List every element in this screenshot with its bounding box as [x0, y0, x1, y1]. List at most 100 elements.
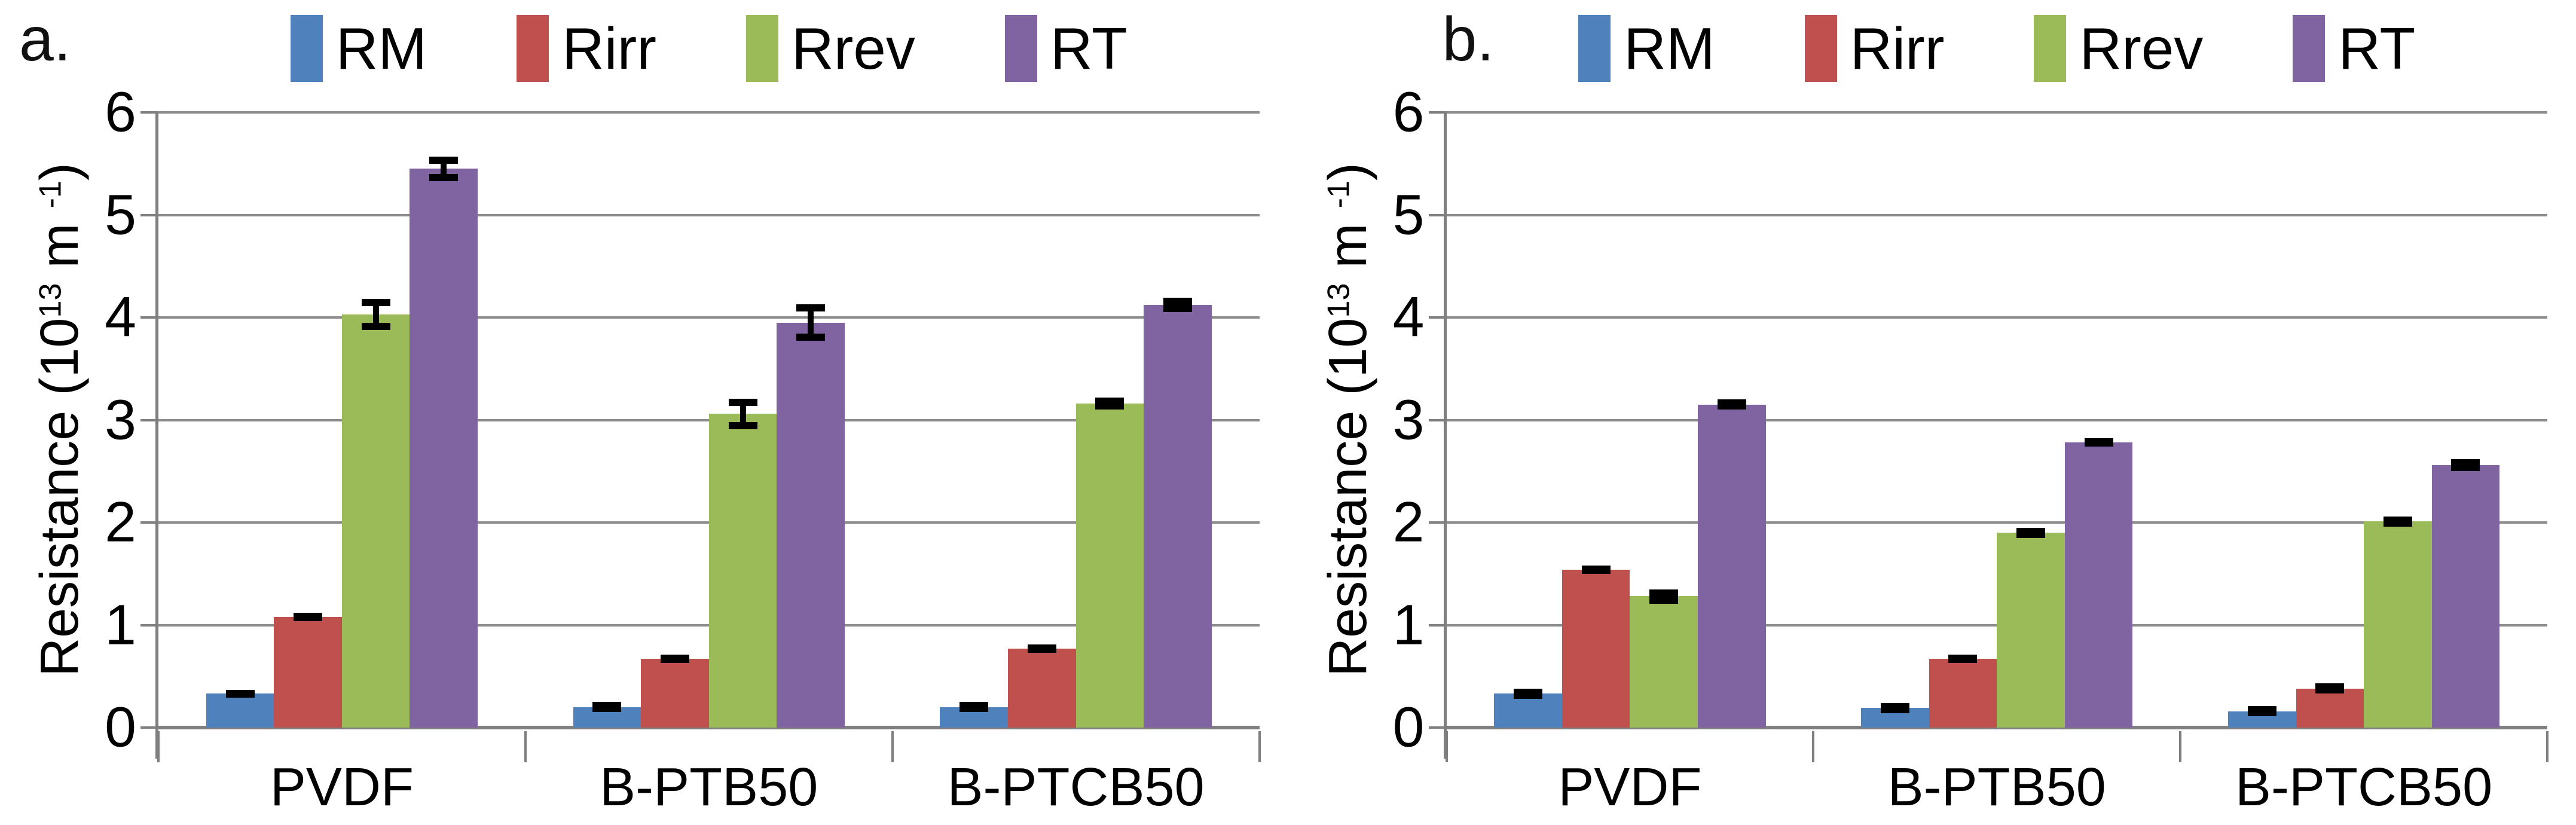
- legend-swatch-Rirr: [1804, 15, 1837, 82]
- y-tick-label-3: 3: [1392, 388, 1425, 451]
- bar-group-PVDF: [158, 112, 525, 728]
- legend-item-RM: RM: [290, 15, 427, 82]
- y-tick-mark-0: [1428, 726, 1444, 729]
- x-axis-labels: PVDF B-PTB50 B-PTCB50: [1447, 760, 2548, 814]
- bar-Rrev-PVDF: [341, 314, 410, 728]
- legend-swatch-Rirr: [517, 15, 549, 82]
- legend-swatch-Rrev: [745, 15, 778, 82]
- y-tick-label-6: 6: [105, 80, 136, 144]
- bar-slot-RT-B-PTB50: [777, 112, 845, 728]
- error-bar-RT-B-PTB50: [796, 304, 826, 341]
- error-bar-Rirr-B-PTCB50: [1027, 644, 1056, 653]
- error-bar-RM-B-PTCB50: [2247, 706, 2276, 716]
- x-category-label-B-PTCB50: B-PTCB50: [2235, 757, 2493, 817]
- legend-item-RM: RM: [1578, 15, 1715, 82]
- bar-RT-B-PTB50: [777, 322, 845, 728]
- error-bar-stem: [441, 156, 447, 181]
- error-bar-RT-B-PTB50: [2084, 438, 2113, 447]
- bar-cluster-PVDF: [1494, 112, 1766, 728]
- legend-label-Rirr: Rirr: [562, 16, 656, 81]
- error-bar-stem: [1960, 655, 1966, 663]
- bar-group-B-PTCB50: [893, 112, 1260, 728]
- bar-Rrev-B-PTCB50: [2364, 521, 2432, 728]
- y-tick-mark-1: [140, 624, 155, 627]
- bar-slot-RT-B-PTB50: [2064, 112, 2133, 728]
- legend-swatch-RM: [290, 15, 323, 82]
- bar-slot-Rrev-PVDF: [1630, 112, 1698, 728]
- error-bar-stem: [237, 690, 243, 697]
- legend-label-RM: RM: [1624, 16, 1715, 81]
- error-bar-stem: [2462, 459, 2469, 472]
- error-bar-RM-B-PTCB50: [959, 702, 989, 713]
- bar-slot-RT-PVDF: [410, 112, 478, 728]
- y-tick-mark-2: [140, 521, 155, 524]
- y-tick-mark-3: [1428, 418, 1444, 421]
- error-bar-RT-B-PTCB50: [1163, 298, 1192, 313]
- bar-group-B-PTB50: [1813, 112, 2180, 728]
- error-bar-RM-B-PTB50: [1880, 702, 1909, 713]
- bar-slot-Rrev-B-PTB50: [708, 112, 777, 728]
- error-bar-stem: [2028, 527, 2034, 538]
- error-bar-stem: [1174, 298, 1181, 313]
- error-bar-RM-PVDF: [1514, 688, 1543, 699]
- x-tick-mark-2: [891, 731, 894, 762]
- error-bar-RT-B-PTCB50: [2451, 459, 2480, 472]
- error-bar-stem: [305, 612, 311, 621]
- x-axis-labels: PVDF B-PTB50 B-PTCB50: [158, 760, 1260, 814]
- bar-Rrev-PVDF: [1630, 596, 1698, 728]
- plot-area: [1428, 111, 2549, 762]
- bar-Rirr-B-PTCB50: [2296, 688, 2364, 728]
- bar-slot-Rirr-B-PTB50: [641, 112, 709, 728]
- error-bar-RM-PVDF: [225, 689, 255, 698]
- bar-slot-RT-B-PTCB50: [1144, 112, 1212, 728]
- bar-RT-B-PTB50: [2064, 442, 2133, 728]
- error-bar-RM-B-PTB50: [592, 702, 622, 713]
- bar-slot-RT-PVDF: [1697, 112, 1766, 728]
- legend: RM Rirr Rrev RT: [158, 10, 1260, 87]
- error-bar-stem: [372, 299, 379, 330]
- y-tick-label-0: 0: [1392, 695, 1425, 759]
- gridline-4: [158, 316, 1260, 319]
- bar-Rirr-B-PTB50: [641, 659, 709, 728]
- y-tick-mark-0: [140, 726, 155, 729]
- x-tick-mark-3: [1258, 731, 1261, 762]
- y-tick-label-3: 3: [105, 388, 136, 451]
- x-tick-mark-0: [157, 731, 160, 762]
- bar-RT-B-PTCB50: [1144, 305, 1212, 728]
- bar-Rrev-B-PTCB50: [1075, 404, 1144, 728]
- x-tick-mark-2: [2179, 731, 2182, 762]
- y-tick-mark-5: [140, 213, 155, 216]
- error-bar-stem: [2327, 686, 2333, 691]
- bar-slot-Rrev-B-PTCB50: [1075, 112, 1144, 728]
- legend-label-Rrev: Rrev: [2079, 16, 2204, 81]
- x-axis-line: [155, 726, 1260, 729]
- y-tick-mark-6: [140, 111, 155, 114]
- legend-item-Rrev: Rrev: [2034, 15, 2203, 82]
- legend: RM Rirr Rrev RT: [1447, 10, 2548, 87]
- y-tick-mark-1: [1428, 624, 1444, 627]
- error-bar-stem: [1593, 566, 1599, 573]
- y-tick-label-4: 4: [1392, 285, 1425, 349]
- error-bar-Rrev-B-PTB50: [2016, 527, 2046, 538]
- error-bar-stem: [1728, 399, 1735, 410]
- bar-group-B-PTB50: [525, 112, 893, 728]
- error-bar-Rrev-B-PTCB50: [2383, 516, 2412, 527]
- y-tick-label-2: 2: [1392, 490, 1425, 554]
- error-bar-stem: [2394, 516, 2401, 527]
- error-bar-stem: [1891, 706, 1898, 710]
- error-bar-stem: [604, 705, 610, 710]
- panel-a-label: a.: [19, 5, 71, 74]
- bar-slot-RM-PVDF: [206, 112, 274, 728]
- legend-item-Rirr: Rirr: [517, 15, 656, 82]
- bar-Rirr-B-PTB50: [1929, 659, 1997, 728]
- bar-Rirr-B-PTCB50: [1008, 648, 1076, 728]
- gridline-6: [1446, 111, 2547, 114]
- bar-Rrev-B-PTB50: [708, 414, 777, 728]
- error-bar-stem: [1107, 397, 1113, 410]
- bar-group-PVDF: [1447, 112, 1814, 728]
- y-tick-label-5: 5: [105, 183, 136, 246]
- y-tick-mark-6: [1428, 111, 1444, 114]
- gridline-6: [158, 111, 1260, 114]
- y-tick-label-1: 1: [1392, 593, 1425, 656]
